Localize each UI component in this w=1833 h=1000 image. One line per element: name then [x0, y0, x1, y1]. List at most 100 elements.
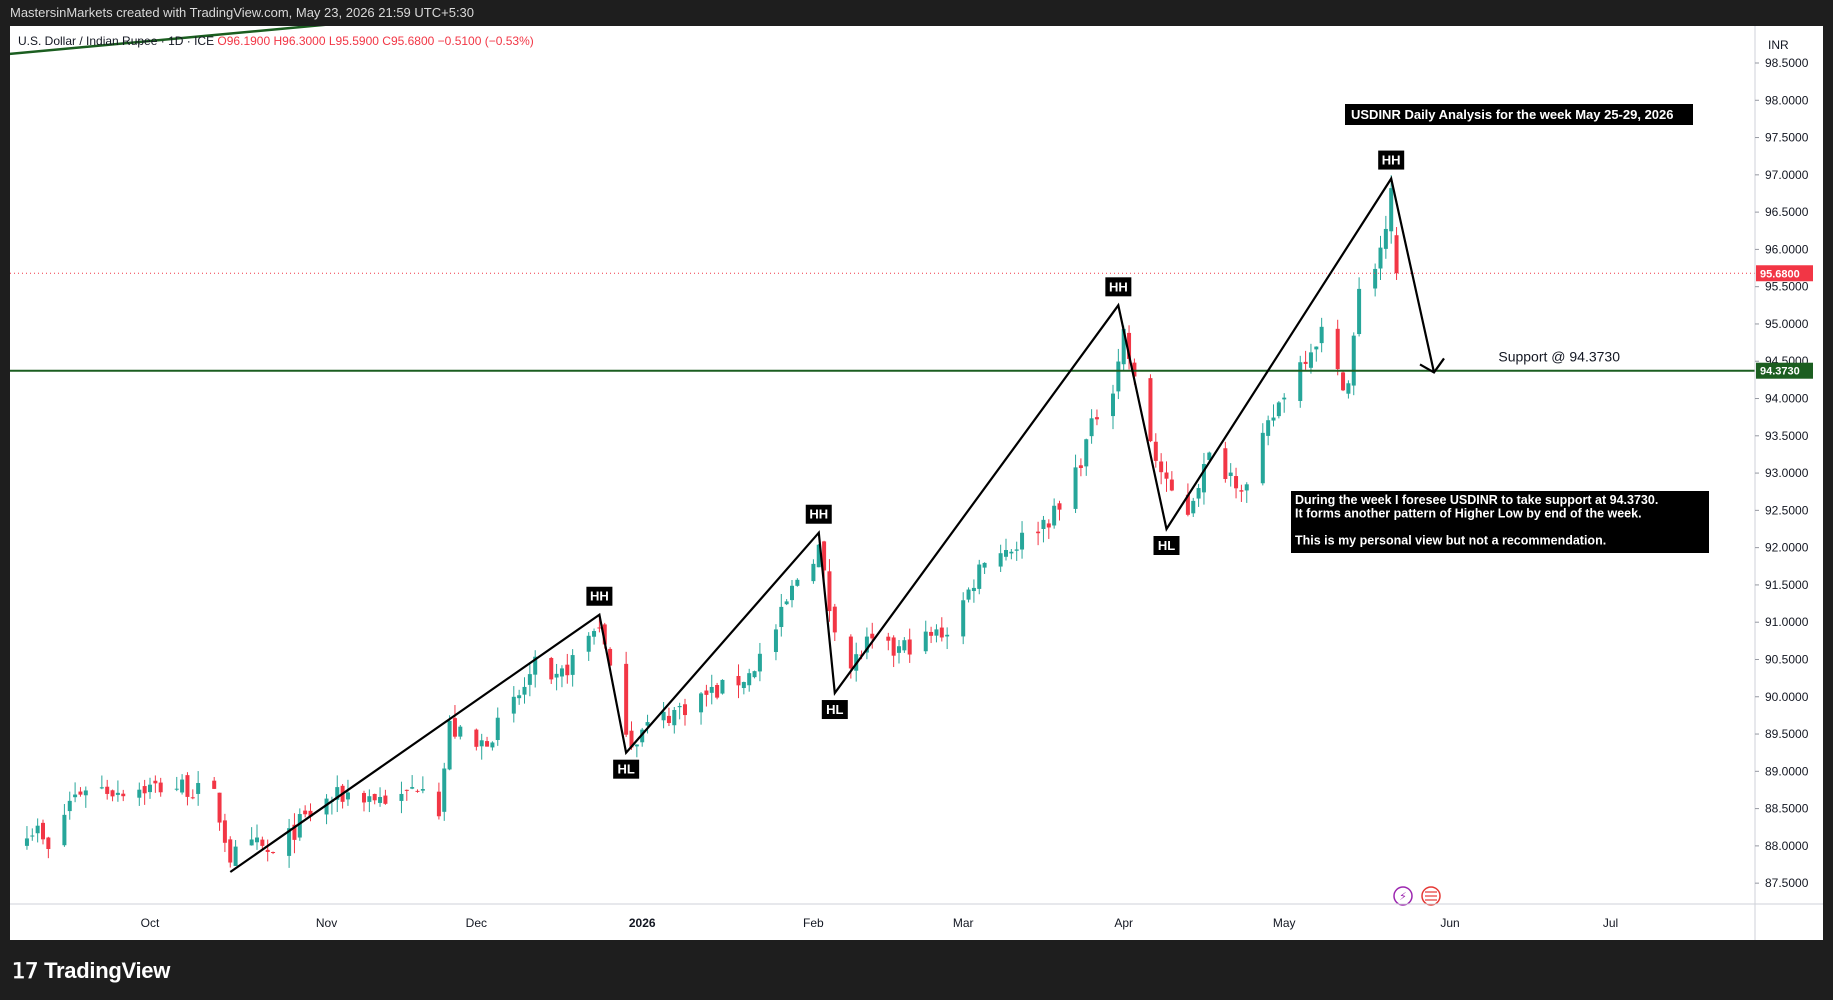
- candle-body: [1153, 441, 1158, 461]
- candle-body: [1239, 490, 1244, 492]
- hh-hl-pattern-line[interactable]: [229, 175, 1436, 873]
- price-tick-label: 88.5000: [1765, 802, 1809, 816]
- candle-body: [966, 589, 971, 600]
- candle-body: [891, 637, 896, 656]
- chart-title: USDINR Daily Analysis for the week May 2…: [1351, 107, 1674, 122]
- candle-body: [945, 634, 950, 637]
- candle-body: [533, 656, 538, 675]
- candle-body: [624, 663, 629, 735]
- candle-body: [720, 679, 725, 694]
- candle-body: [158, 782, 163, 793]
- candle-body: [1116, 361, 1121, 392]
- candle-body: [1314, 346, 1319, 350]
- flash-icon[interactable]: [1393, 886, 1413, 906]
- time-tick-label: Mar: [953, 916, 974, 930]
- arrow-head: [1419, 357, 1445, 374]
- candle-body: [415, 790, 420, 792]
- pattern-label-hl: HL: [1158, 538, 1175, 553]
- candle-body: [335, 787, 340, 800]
- candle-body: [602, 624, 607, 645]
- candle-body: [1234, 476, 1239, 489]
- candle-body: [709, 686, 714, 693]
- candle-body: [367, 796, 372, 802]
- candle-body: [46, 837, 51, 849]
- chart-frame[interactable]: Support @ 94.3730 HH HL HH HL HH HL HH USDINR Da…: [10, 26, 1823, 940]
- currency-label[interactable]: INR: [1768, 38, 1789, 52]
- candle-body: [362, 792, 366, 803]
- price-tick-label: 89.5000: [1765, 727, 1809, 741]
- candle-body: [383, 795, 388, 804]
- candle-body: [1223, 448, 1228, 479]
- price-tick-label: 88.0000: [1765, 839, 1809, 853]
- candle-body: [142, 786, 147, 794]
- candle-body: [795, 579, 800, 586]
- price-tick-label: 97.5000: [1765, 131, 1809, 145]
- candle-body: [666, 715, 671, 723]
- candle-body: [297, 814, 302, 838]
- candle-body: [522, 686, 527, 695]
- candle-body: [811, 563, 816, 582]
- candle-body: [35, 825, 40, 834]
- snapshot-text: MastersinMarkets created with TradingVie…: [10, 5, 475, 20]
- price-tick-label: 98.5000: [1765, 56, 1809, 70]
- pattern-label-box: [586, 586, 613, 606]
- price-tick-label: 92.5000: [1765, 503, 1809, 517]
- candle-body: [474, 729, 479, 747]
- candle-body: [1282, 397, 1287, 400]
- candle-body: [372, 793, 377, 801]
- pattern-label-hl: HL: [826, 702, 843, 717]
- open-value: O96.1900: [217, 34, 271, 48]
- candle-body: [41, 822, 45, 840]
- candle-body: [1185, 494, 1190, 515]
- candle-body: [260, 839, 265, 846]
- time-tick-label: Oct: [141, 916, 160, 930]
- close-value: C95.6800: [382, 34, 435, 48]
- candle-body: [907, 639, 912, 655]
- candle-body: [1346, 383, 1351, 394]
- candle-body: [832, 606, 837, 633]
- candle-body: [1164, 472, 1169, 479]
- candle-body: [934, 629, 939, 636]
- last-price-tag: 95.6800: [1760, 268, 1800, 280]
- candle-body: [303, 810, 308, 815]
- candle-body: [30, 835, 35, 837]
- snapshot-header: MastersinMarkets created with TradingVie…: [0, 0, 1833, 26]
- time-tick-label: Dec: [466, 916, 487, 930]
- price-tick-label: 96.5000: [1765, 205, 1809, 219]
- time-tick-label: May: [1273, 916, 1296, 930]
- candle-body: [1094, 417, 1099, 420]
- candle-body: [1036, 531, 1041, 534]
- time-tick-label: Apr: [1114, 916, 1133, 930]
- candle-body: [83, 790, 88, 796]
- candle-body: [308, 810, 313, 817]
- candle-body: [410, 787, 415, 789]
- pattern-label-hh: HH: [590, 589, 609, 604]
- pattern-label-hh: HH: [1109, 279, 1128, 294]
- price-tick-label: 94.0000: [1765, 392, 1809, 406]
- candle-body: [1169, 479, 1174, 491]
- annotation-box: [1291, 491, 1709, 553]
- candle-body: [137, 789, 142, 798]
- candle-body: [442, 768, 447, 812]
- candle-body: [1319, 326, 1324, 344]
- price-chart[interactable]: Support @ 94.3730 HH HL HH HL HH HL HH USDINR Da…: [10, 26, 1823, 940]
- candle-body: [1196, 488, 1201, 499]
- low-value: L95.5900: [328, 34, 379, 48]
- flash-icon-glyph: ⚡: [1399, 890, 1407, 903]
- candle-body: [1073, 467, 1078, 509]
- candle-body: [902, 640, 907, 651]
- pattern-label-box: [1153, 536, 1180, 555]
- trendline[interactable]: [10, 26, 476, 59]
- candle-body: [1357, 288, 1362, 335]
- candle-body: [923, 631, 928, 652]
- candle-body: [420, 789, 425, 791]
- candle-body: [929, 631, 934, 636]
- candle-body: [1009, 551, 1014, 554]
- time-tick-label: 2026: [629, 916, 656, 930]
- candle-body: [1046, 523, 1051, 528]
- time-tick-label: Jul: [1603, 916, 1618, 930]
- candle-body: [1351, 335, 1356, 386]
- candle-body: [779, 606, 784, 628]
- candle-body: [99, 787, 104, 789]
- tradingview-logo: 𝟣𝟩 TradingView: [12, 958, 170, 984]
